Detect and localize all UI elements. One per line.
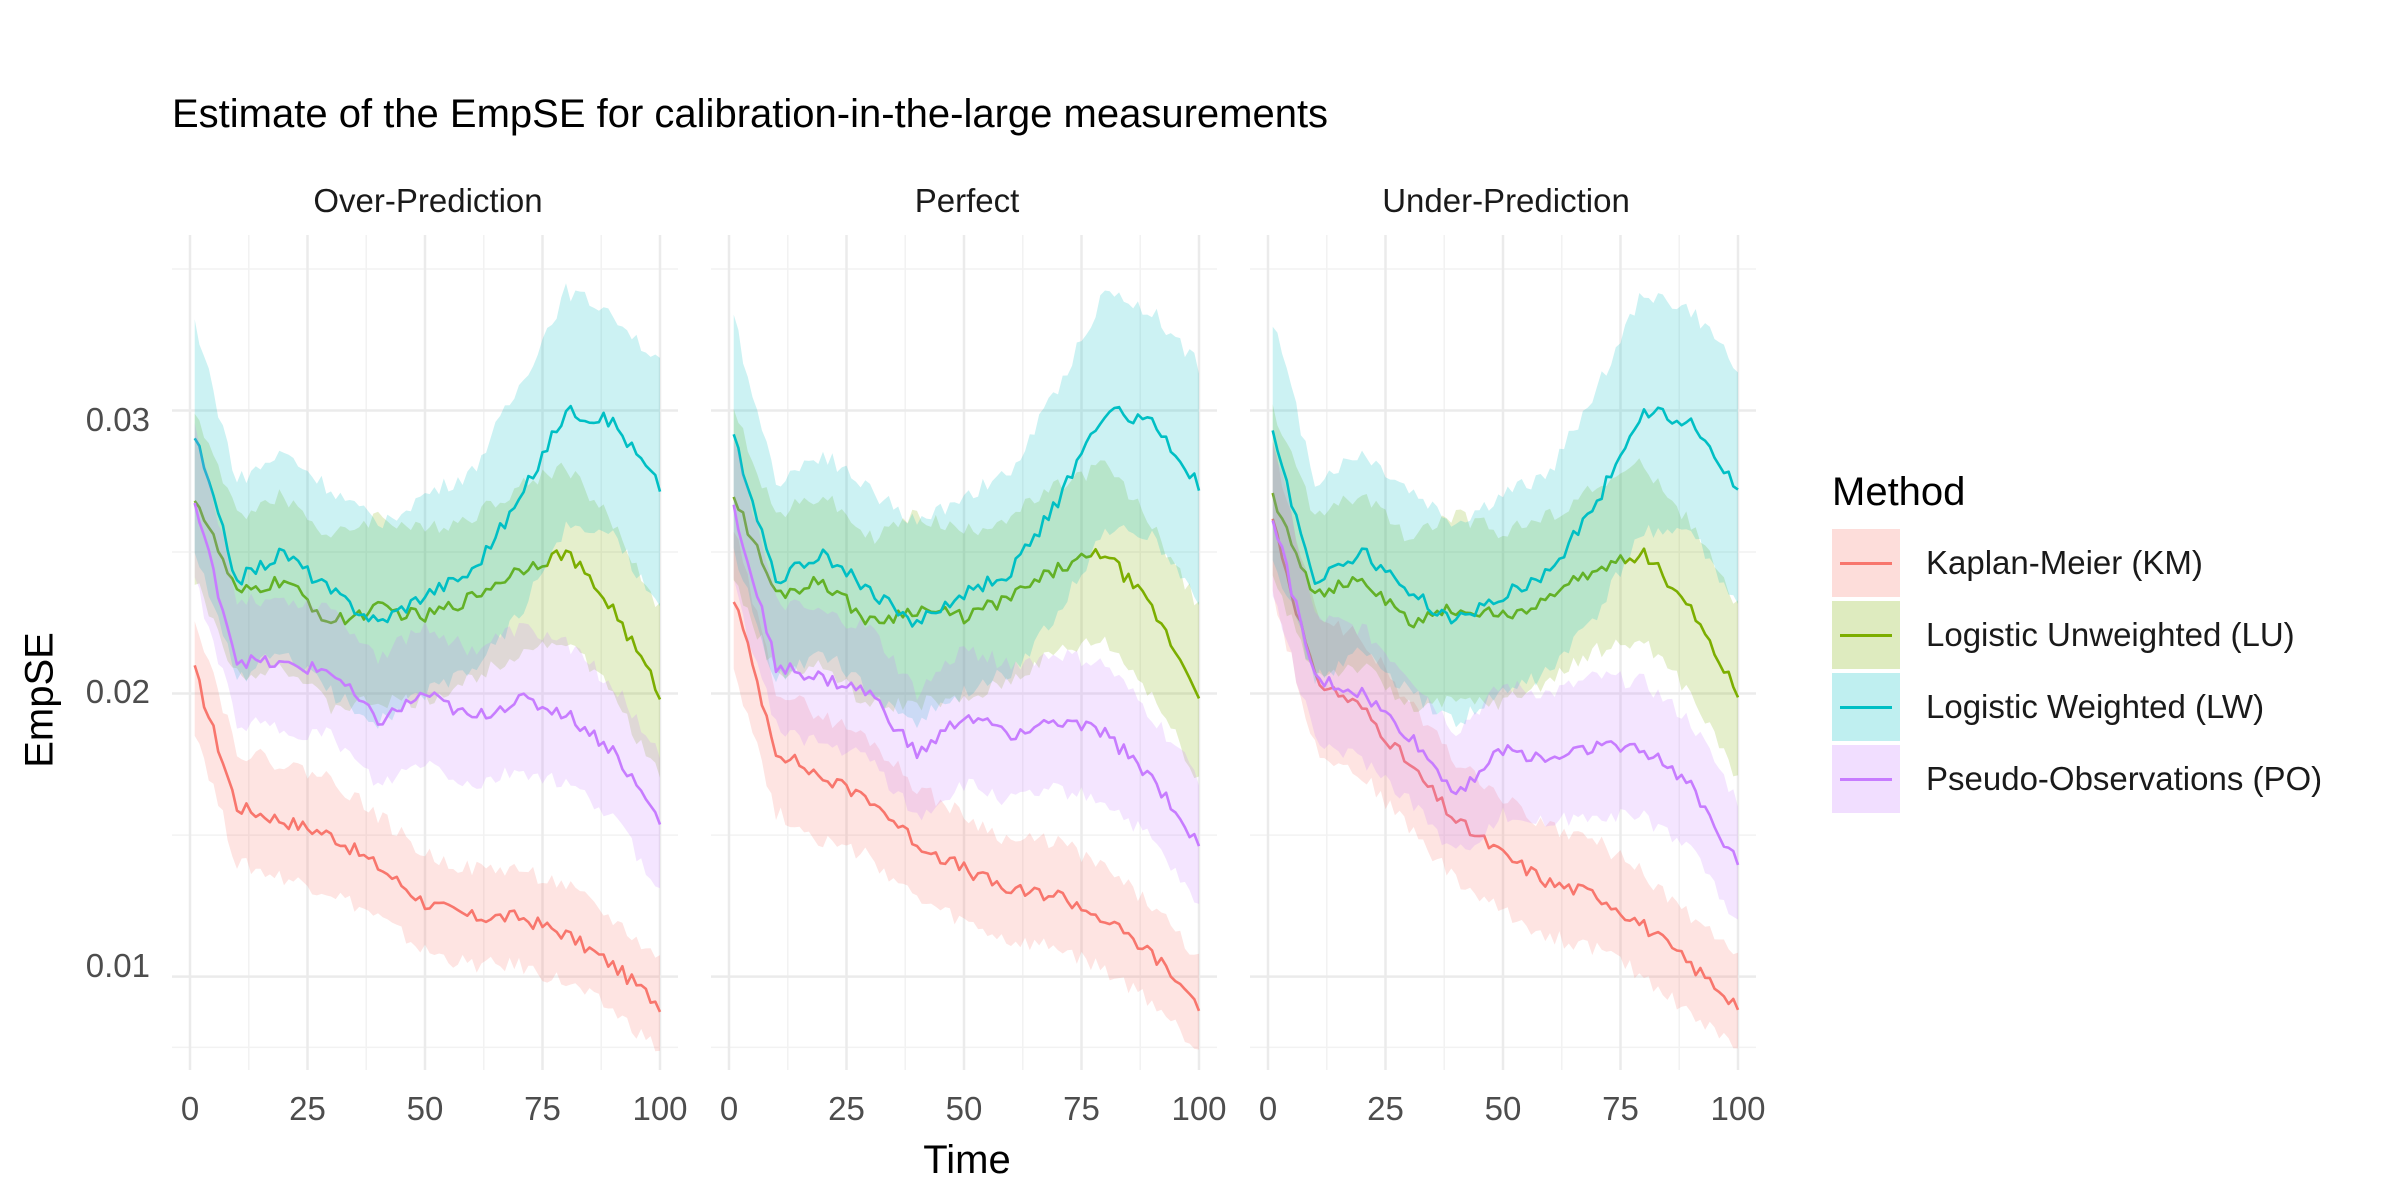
line-lu [1271, 492, 1740, 698]
x-tick-label: 100 [1710, 1090, 1766, 1127]
line-lw [732, 405, 1201, 628]
x-tick-label: 75 [1063, 1090, 1100, 1127]
line-km [1271, 518, 1740, 1011]
ribbon-po [1272, 441, 1738, 920]
x-tick-label: 25 [1367, 1090, 1404, 1127]
x-tick-label: 25 [828, 1090, 865, 1127]
legend-key-po [1832, 745, 1900, 813]
panel-label-under-prediction: Under-Prediction [1382, 182, 1630, 219]
y-tick-label: 0.03 [85, 401, 150, 438]
ribbon-km [733, 531, 1199, 1050]
line-lw [1271, 406, 1739, 625]
x-axis-label: Time [923, 1138, 1011, 1182]
line-lu [732, 496, 1201, 699]
panel-label-over-prediction: Over-Prediction [313, 182, 543, 219]
ribbon-po [194, 423, 660, 889]
panel-label-perfect: Perfect [914, 182, 1020, 219]
legend-label-km: Kaplan-Meier (KM) [1926, 544, 2203, 581]
legend-item-lw: Logistic Weighted (LW) [1832, 671, 2322, 743]
legend-label-lw: Logistic Weighted (LW) [1926, 688, 2265, 725]
panel-under-prediction [1250, 235, 1756, 1070]
ribbon-lu [1272, 404, 1738, 777]
panel-over-prediction [172, 235, 678, 1070]
ribbon-lw [733, 290, 1199, 729]
ribbon-lw [1272, 293, 1738, 728]
line-po [732, 504, 1201, 847]
legend-item-lu: Logistic Unweighted (LU) [1832, 599, 2322, 671]
line-lu [193, 500, 662, 700]
x-tick-label: 0 [1258, 1090, 1278, 1127]
line-km [732, 601, 1201, 1012]
x-tick-label: 100 [1171, 1090, 1227, 1127]
x-tick-label: 50 [1484, 1090, 1522, 1127]
legend-key-lw [1832, 673, 1900, 741]
ribbon-km [194, 621, 660, 1052]
legend: Method Kaplan-Meier (KM) Logistic Unweig… [1832, 470, 2322, 815]
legend-key-lu [1832, 601, 1900, 669]
x-tick-label: 25 [289, 1090, 326, 1127]
x-tick-label: 0 [719, 1090, 739, 1127]
legend-label-lu: Logistic Unweighted (LU) [1926, 616, 2295, 653]
x-tick-label: 100 [632, 1090, 688, 1127]
legend-title: Method [1832, 470, 1966, 514]
ribbon-po [733, 441, 1199, 904]
legend-label-po: Pseudo-Observations (PO) [1926, 760, 2323, 797]
legend-key-km [1832, 529, 1900, 597]
line-km [193, 665, 662, 1013]
y-tick-label: 0.02 [85, 673, 150, 710]
x-tick-label: 75 [1602, 1090, 1639, 1127]
ribbon-lw [194, 283, 660, 729]
legend-item-km: Kaplan-Meier (KM) [1832, 527, 2322, 599]
x-tick-label: 0 [180, 1090, 200, 1127]
line-po [1271, 520, 1740, 866]
x-tick-label: 50 [945, 1090, 983, 1127]
line-po [193, 502, 662, 825]
x-tick-label: 75 [524, 1090, 561, 1127]
legend-item-po: Pseudo-Observations (PO) [1832, 743, 2322, 815]
line-lw [193, 404, 662, 624]
panel-perfect [711, 235, 1217, 1070]
ribbon-km [1272, 442, 1738, 1049]
chart-title: Estimate of the EmpSE for calibration-in… [172, 92, 1329, 136]
y-tick-label: 0.01 [85, 947, 150, 984]
x-tick-label: 50 [406, 1090, 444, 1127]
